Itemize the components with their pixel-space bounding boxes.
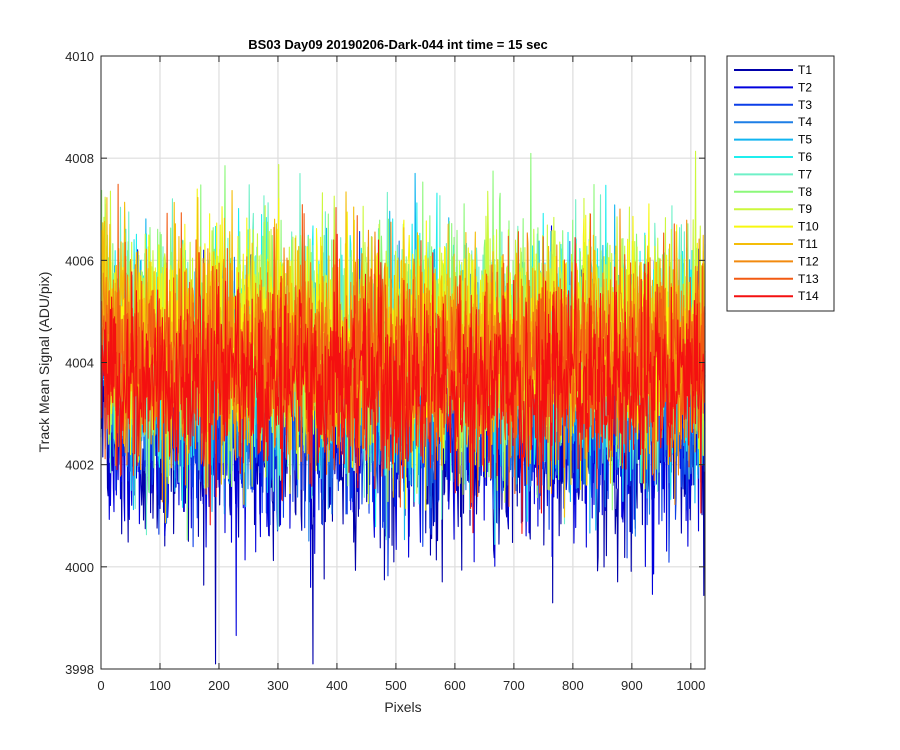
legend-label-t7: T7: [798, 167, 812, 181]
legend-label-t4: T4: [798, 115, 812, 129]
x-tick-label: 400: [326, 678, 348, 693]
chart-title: BS03 Day09 20190206-Dark-044 int time = …: [248, 37, 548, 52]
y-tick-label: 4004: [65, 356, 94, 371]
y-tick-label: 4008: [65, 151, 94, 166]
x-tick-label: 1000: [676, 678, 705, 693]
y-tick-labels: 3998 4000 4002 4004 4006 4008 4010: [65, 49, 94, 677]
x-tick-label: 100: [149, 678, 171, 693]
x-tick-label: 500: [385, 678, 407, 693]
legend-label-t9: T9: [798, 202, 812, 216]
x-tick-label: 900: [621, 678, 643, 693]
legend-label-t3: T3: [798, 98, 812, 112]
series-layer: [100, 150, 706, 665]
y-axis-label: Track Mean Signal (ADU/pix): [36, 272, 52, 453]
x-axis-label: Pixels: [384, 699, 421, 715]
legend-box: [726, 55, 835, 312]
y-tick-label: 4006: [65, 253, 94, 268]
legend-label-t11: T11: [798, 237, 818, 251]
y-tick-label: 4010: [65, 49, 94, 64]
x-tick-label: 800: [562, 678, 584, 693]
x-tick-label: 600: [444, 678, 466, 693]
legend-label-t5: T5: [798, 133, 812, 147]
x-tick-label: 200: [208, 678, 230, 693]
x-tick-label: 0: [97, 678, 104, 693]
legend-label-t12: T12: [798, 254, 819, 268]
axis-ticks: [100, 55, 705, 670]
y-tick-label: 4002: [65, 458, 94, 473]
legend-label-t6: T6: [798, 150, 812, 164]
legend-label-t8: T8: [798, 185, 812, 199]
x-tick-label: 300: [267, 678, 289, 693]
legend-label-t1: T1: [798, 63, 812, 77]
y-tick-label: 4000: [65, 560, 94, 575]
y-tick-label: 3998: [65, 662, 94, 677]
legend-label-t2: T2: [798, 80, 812, 94]
x-tick-labels: 0 100 200 300 400 500 600 700 800 900 1000: [97, 678, 705, 693]
series-line-t14: [100, 233, 706, 535]
legend-label-t13: T13: [798, 272, 819, 286]
legend-label-t10: T10: [798, 220, 819, 234]
x-tick-label: 700: [503, 678, 525, 693]
legend: T1 T2 T3 T4 T5 T6 T7 T8 T9 T10 T11 T12 T13 T14: [726, 55, 835, 312]
legend-label-t14: T14: [798, 289, 819, 303]
